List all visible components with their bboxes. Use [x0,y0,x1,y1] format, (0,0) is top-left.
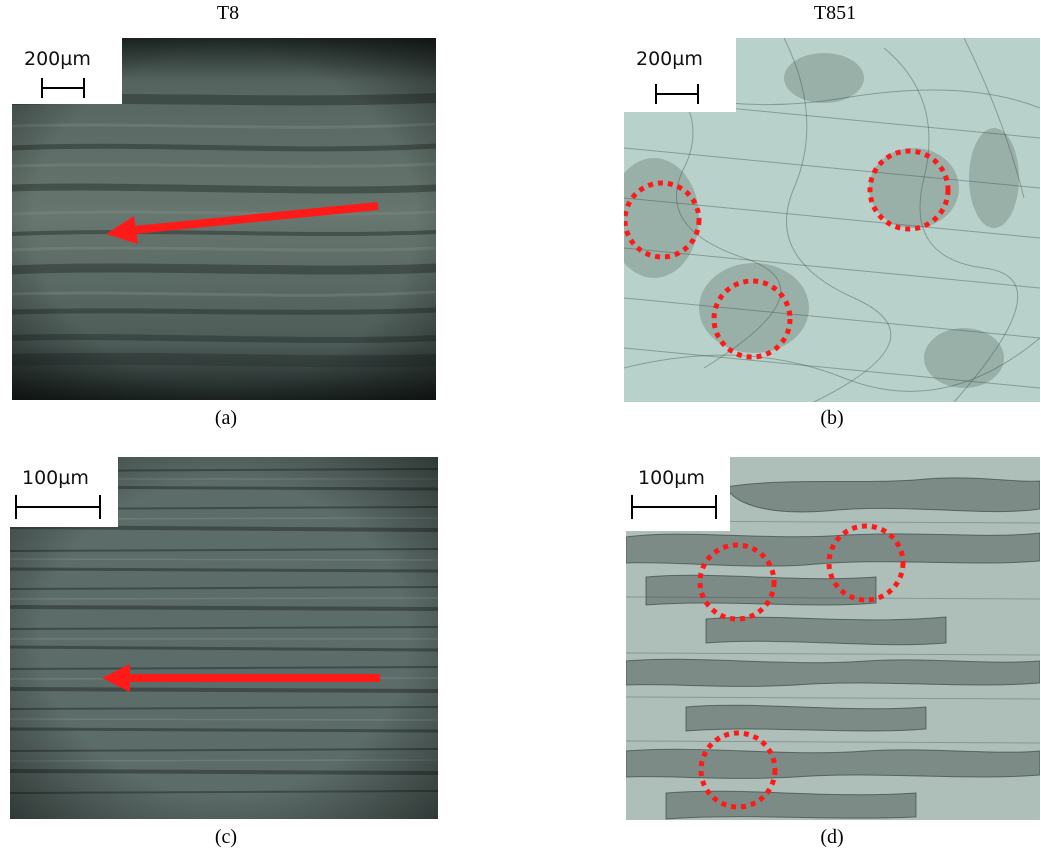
scale-bar-d: 100µm [626,457,730,531]
red-circles-d [697,523,906,810]
micrograph-image-b [624,38,1040,402]
column-title-t851: T851 [813,2,857,24]
red-arrow-c [102,664,380,692]
caption-c: (c) [214,826,238,848]
caption-b: (b) [820,407,844,429]
scale-bar-b: 200µm [624,38,736,112]
micrograph-panel-d: 100µm [626,457,1040,820]
scale-label-c: 100µm [22,467,89,489]
caption-d: (d) [820,826,844,848]
column-title-t8: T8 [216,2,240,24]
micrograph-panel-c: 100µm [10,457,438,819]
scale-bar-a: 200µm [12,38,122,104]
micrograph-panel-b: 200µm [624,38,1040,402]
scale-label-d: 100µm [638,467,705,489]
scale-label-b: 200µm [636,48,703,70]
micrograph-panel-a: 200µm [12,38,436,400]
scale-bar-c: 100µm [10,457,118,527]
micrograph-image-c [10,457,438,819]
caption-a: (a) [214,407,238,429]
scale-label-a: 200µm [24,48,91,70]
red-arrow-a [106,202,379,244]
red-circles-b [624,148,951,360]
